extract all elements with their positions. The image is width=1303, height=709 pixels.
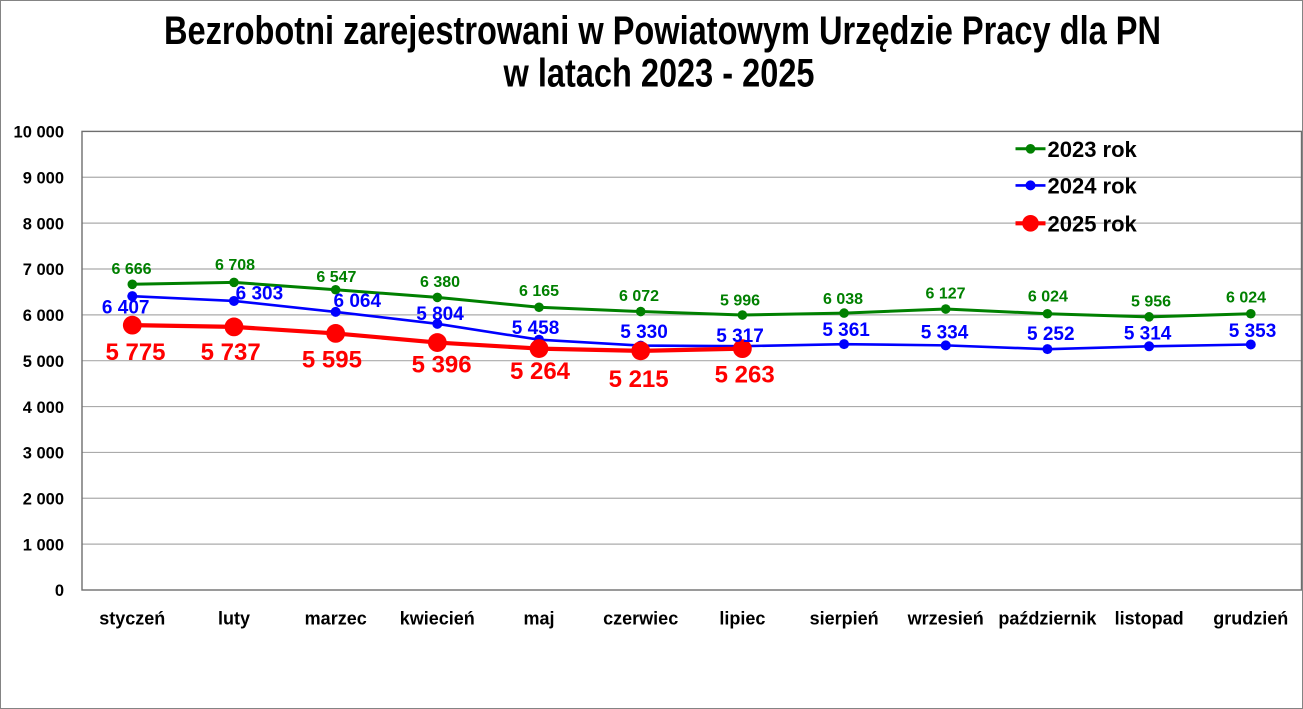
- svg-text:6 380: 6 380: [420, 274, 460, 291]
- svg-text:3 000: 3 000: [23, 445, 64, 463]
- svg-text:6 000: 6 000: [23, 307, 64, 325]
- svg-text:5 956: 5 956: [1131, 293, 1171, 310]
- svg-text:1 000: 1 000: [23, 536, 64, 554]
- svg-text:Bezrobotni zarejestrowani w Po: Bezrobotni zarejestrowani w Powiatowym U…: [164, 9, 1161, 53]
- svg-text:6 064: 6 064: [334, 291, 382, 312]
- svg-text:0: 0: [55, 582, 64, 600]
- svg-text:5 996: 5 996: [720, 293, 760, 310]
- svg-text:2024 rok: 2024 rok: [1048, 173, 1138, 198]
- svg-text:5 314: 5 314: [1124, 324, 1172, 345]
- svg-text:kwiecień: kwiecień: [400, 609, 475, 629]
- svg-text:8 000: 8 000: [23, 215, 64, 233]
- svg-text:10 000: 10 000: [14, 124, 64, 142]
- svg-text:5 396: 5 396: [412, 352, 472, 379]
- svg-text:lipiec: lipiec: [719, 609, 765, 629]
- svg-text:5 361: 5 361: [822, 320, 870, 341]
- svg-text:5 595: 5 595: [302, 347, 362, 374]
- svg-text:6 072: 6 072: [619, 288, 659, 305]
- svg-text:grudzień: grudzień: [1213, 609, 1288, 629]
- svg-text:6 303: 6 303: [236, 283, 284, 304]
- svg-text:październik: październik: [998, 609, 1097, 629]
- svg-text:5 215: 5 215: [609, 366, 669, 393]
- svg-text:5 263: 5 263: [715, 361, 775, 388]
- svg-text:6 407: 6 407: [102, 298, 150, 319]
- svg-text:6 127: 6 127: [925, 286, 965, 303]
- svg-text:6 024: 6 024: [1226, 289, 1266, 306]
- svg-text:maj: maj: [523, 609, 554, 629]
- svg-text:w latach 2023 - 2025: w latach 2023 - 2025: [503, 52, 815, 96]
- svg-text:6 708: 6 708: [215, 257, 255, 274]
- svg-text:6 666: 6 666: [111, 261, 151, 278]
- svg-text:5 737: 5 737: [201, 339, 261, 366]
- svg-text:9 000: 9 000: [23, 169, 64, 187]
- svg-text:5 264: 5 264: [510, 358, 571, 385]
- svg-text:4 000: 4 000: [23, 399, 64, 417]
- svg-text:styczeń: styczeń: [99, 609, 165, 629]
- svg-text:5 252: 5 252: [1027, 324, 1075, 345]
- svg-text:listopad: listopad: [1115, 609, 1184, 629]
- svg-text:luty: luty: [218, 609, 250, 629]
- svg-text:5 334: 5 334: [921, 323, 969, 344]
- svg-text:5 330: 5 330: [620, 322, 668, 343]
- svg-text:6 547: 6 547: [316, 269, 356, 286]
- svg-text:5 000: 5 000: [23, 353, 64, 371]
- svg-text:2 000: 2 000: [23, 490, 64, 508]
- svg-text:6 024: 6 024: [1028, 288, 1068, 305]
- svg-text:7 000: 7 000: [23, 261, 64, 279]
- svg-text:5 317: 5 317: [716, 326, 764, 347]
- svg-text:5 458: 5 458: [512, 318, 560, 339]
- svg-text:6 038: 6 038: [823, 291, 863, 308]
- svg-text:6 165: 6 165: [519, 283, 559, 300]
- svg-text:5 804: 5 804: [416, 304, 464, 325]
- svg-text:czerwiec: czerwiec: [603, 609, 678, 629]
- svg-text:5 353: 5 353: [1229, 321, 1277, 342]
- svg-text:sierpień: sierpień: [810, 609, 879, 629]
- svg-text:2025 rok: 2025 rok: [1048, 211, 1138, 236]
- svg-text:wrzesień: wrzesień: [907, 609, 984, 629]
- svg-text:2023 rok: 2023 rok: [1048, 137, 1138, 162]
- svg-text:marzec: marzec: [305, 609, 367, 629]
- svg-text:5 775: 5 775: [105, 339, 165, 366]
